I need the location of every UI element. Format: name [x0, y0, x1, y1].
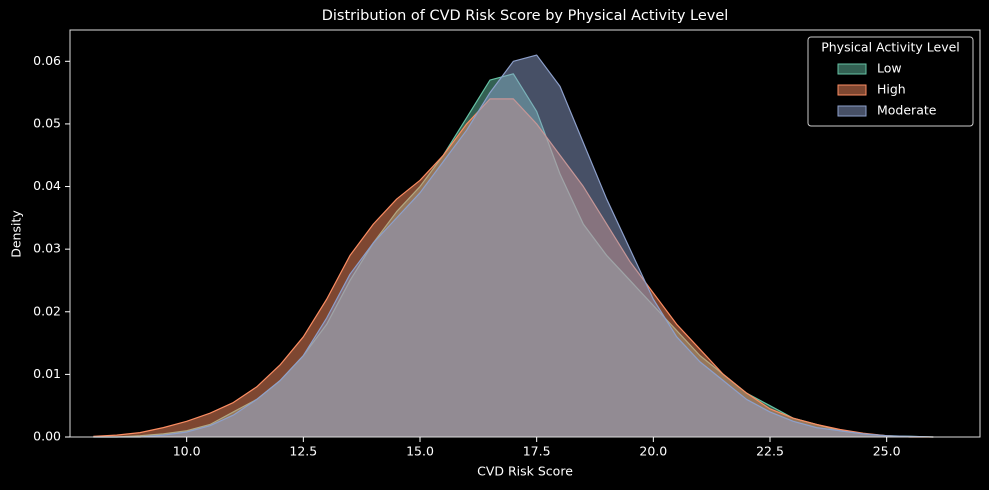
legend-swatch [837, 84, 867, 96]
y-tick-label: 0.05 [33, 115, 61, 130]
legend-label: High [877, 82, 906, 97]
legend-label: Moderate [877, 103, 937, 118]
x-tick-label: 20.0 [639, 444, 667, 459]
y-axis-label: Density [9, 210, 24, 258]
axes-frame [69, 29, 981, 438]
y-tick-label: 0.00 [33, 429, 61, 444]
legend-box [807, 36, 974, 127]
x-tick-label: 10.0 [173, 444, 201, 459]
x-axis-label: CVD Risk Score [477, 464, 573, 479]
legend-swatch [837, 105, 867, 117]
y-tick-label: 0.03 [33, 241, 61, 256]
x-tick-label: 12.5 [289, 444, 317, 459]
legend-title: Physical Activity Level [821, 40, 960, 55]
density-area [93, 55, 934, 438]
x-tick-label: 15.0 [406, 444, 434, 459]
density-line [93, 54, 934, 438]
y-tick-label: 0.01 [33, 366, 61, 381]
chart-title: Distribution of CVD Risk Score by Physic… [322, 8, 729, 24]
x-tick-label: 22.5 [756, 444, 784, 459]
y-tick-label: 0.02 [33, 303, 61, 318]
x-tick-label: 25.0 [873, 444, 901, 459]
y-tick-label: 0.04 [33, 178, 61, 193]
y-tick-label: 0.06 [33, 53, 61, 68]
plot-area [93, 54, 934, 438]
legend-swatch [837, 63, 867, 75]
x-tick-label: 17.5 [523, 444, 551, 459]
legend-label: Low [877, 61, 902, 76]
